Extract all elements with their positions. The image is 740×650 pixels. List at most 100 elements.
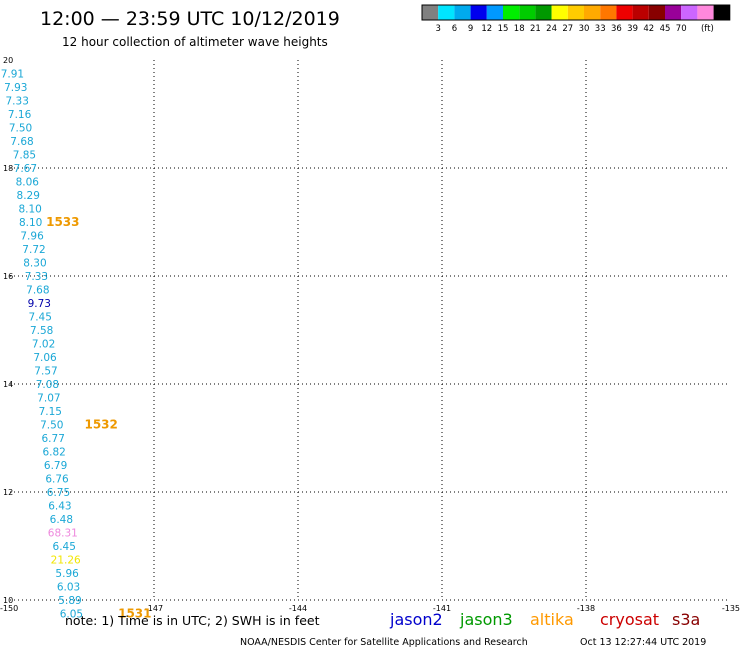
wave-height-point: 6.76	[45, 474, 69, 486]
y-tick-label: 16	[3, 272, 13, 281]
x-tick-label: -141	[433, 604, 451, 613]
colorbar-swatch	[665, 5, 682, 20]
colorbar-swatch	[486, 5, 503, 20]
colorbar-swatch	[616, 5, 633, 20]
colorbar-swatch	[535, 5, 552, 20]
wave-height-point: 7.02	[32, 339, 55, 351]
y-tick-label: 14	[3, 380, 13, 389]
colorbar-label: (ft)	[701, 24, 714, 34]
colorbar-swatch	[713, 5, 730, 20]
colorbar-swatch	[438, 5, 455, 20]
colorbar-label: 24	[546, 24, 557, 34]
wave-height-point: 6.48	[50, 514, 73, 526]
wave-height-point: 6.75	[47, 487, 70, 499]
colorbar-label: 27	[562, 24, 573, 34]
colorbar-swatch	[503, 5, 520, 20]
footer-note: note: 1) Time is in UTC; 2) SWH is in fe…	[65, 613, 320, 628]
wave-height-point: 5.89	[58, 595, 81, 607]
wave-height-point: 7.45	[29, 312, 52, 324]
colorbar-swatch	[454, 5, 471, 20]
wave-height-point: 6.77	[42, 433, 65, 445]
wave-height-point: 8.29	[17, 190, 40, 202]
wave-height-point: 7.16	[8, 109, 32, 121]
footer-timestamp: Oct 13 12:27:44 UTC 2019	[580, 637, 706, 648]
colorbar-swatch	[519, 5, 536, 20]
wave-height-point: 7.58	[30, 325, 53, 337]
colorbar-swatch	[584, 5, 601, 20]
colorbar-label: 12	[481, 24, 492, 34]
wave-height-point: 6.79	[44, 460, 67, 472]
time-label: 1533	[46, 215, 79, 229]
colorbar-label: 45	[660, 24, 671, 34]
wave-height-point: 7.96	[20, 231, 44, 243]
colorbar-label: 33	[595, 24, 606, 34]
wave-height-point: 6.43	[48, 501, 71, 513]
colorbar-swatch	[681, 5, 698, 20]
colorbar-label: 9	[468, 24, 473, 34]
x-tick-label: -144	[289, 604, 307, 613]
y-tick-label: 20	[3, 56, 13, 65]
colorbar-swatch	[551, 5, 568, 20]
wave-height-point: 6.45	[53, 541, 76, 553]
wave-height-point: 7.08	[36, 379, 59, 391]
wave-height-point: 7.68	[10, 136, 33, 148]
legend-s3a: s3a	[672, 610, 700, 629]
y-tick-label: 10	[3, 596, 13, 605]
x-tick-label: -147	[145, 604, 163, 613]
colorbar-label: 3	[435, 24, 440, 34]
colorbar-swatch	[567, 5, 584, 20]
wave-height-point: 6.03	[57, 582, 80, 594]
colorbar-legend: 3 6 9 12 15 18 21 24 27 30 33 36 39 42 45 70 (ft)	[421, 4, 731, 34]
colorbar-label: 70	[676, 24, 687, 34]
wave-height-point: 7.06	[33, 352, 57, 364]
colorbar-label: 39	[627, 24, 638, 34]
colorbar-label: 18	[514, 24, 525, 34]
chart-title: 12:00 — 23:59 UTC 10/12/2019	[40, 8, 340, 30]
x-tick-label: -135	[722, 604, 740, 613]
data-points: 7.917.937.337.167.507.687.857.678.068.29…	[1, 69, 83, 621]
wave-height-point: 8.10	[18, 204, 41, 216]
footer-credit: NOAA/NESDIS Center for Satellite Applica…	[240, 637, 528, 648]
wave-height-point: 21.26	[51, 555, 81, 567]
x-tick-label: -138	[577, 604, 595, 613]
colorbar-swatch	[632, 5, 649, 20]
colorbar-label: 42	[643, 24, 654, 34]
colorbar-label: 15	[498, 24, 509, 34]
wave-height-point: 7.50	[9, 123, 32, 135]
wave-height-point: 6.82	[42, 447, 65, 459]
colorbar-label: 36	[611, 24, 622, 34]
wave-height-point: 7.50	[40, 420, 63, 432]
axis-ticks: -150 -147 -144 -141 -138 -135 10 12 14 16 18 20	[0, 56, 740, 613]
colorbar-label: 6	[452, 24, 457, 34]
chart-subtitle: 12 hour collection of altimeter wave hei…	[62, 35, 328, 49]
wave-height-point: 9.73	[28, 298, 51, 310]
colorbar-swatch	[648, 5, 665, 20]
colorbar-frame	[421, 4, 731, 21]
wave-height-point: 7.93	[4, 82, 27, 94]
wave-height-point: 7.85	[13, 150, 36, 162]
colorbar-label: 30	[579, 24, 590, 34]
wave-height-point: 7.68	[26, 285, 49, 297]
colorbar-swatch	[470, 5, 487, 20]
wave-height-point: 8.30	[23, 258, 46, 270]
wave-height-point: 7.33	[25, 271, 48, 283]
colorbar-label: 21	[530, 24, 541, 34]
y-tick-label: 18	[3, 164, 13, 173]
wave-height-point: 7.91	[1, 69, 24, 81]
colorbar-swatch	[600, 5, 617, 20]
plot-grid	[10, 60, 730, 601]
wave-height-point: 6.05	[60, 609, 83, 621]
time-labels: 1533 1532 1531	[46, 215, 151, 621]
legend-jason3: jason3	[459, 610, 513, 629]
legend-cryosat: cryosat	[600, 610, 659, 629]
wave-height-point: 7.07	[37, 393, 60, 405]
wave-height-point: 8.10	[19, 217, 42, 229]
x-tick-label: -150	[0, 604, 18, 613]
legend-altika: altika	[530, 610, 574, 629]
wave-height-point: 7.15	[39, 406, 62, 418]
wave-height-point: 7.33	[6, 96, 29, 108]
wave-height-point: 5.96	[55, 568, 79, 580]
wave-height-point: 7.57	[34, 366, 57, 378]
wave-height-point: 7.72	[22, 244, 45, 256]
